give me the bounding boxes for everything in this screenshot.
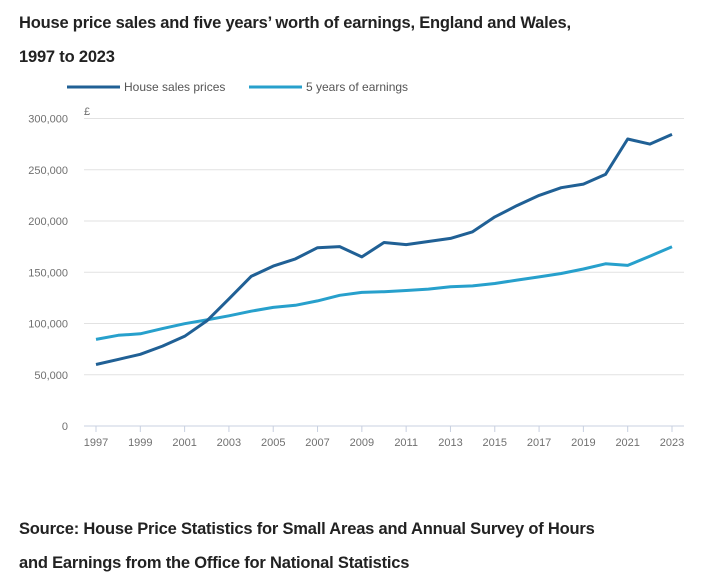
series-line-house-sales-prices: [95, 133, 673, 366]
chart-title-line-1: House price sales and five years’ worth …: [19, 14, 571, 32]
y-tick-label: 0: [62, 421, 68, 433]
x-tick-label: 2021: [615, 437, 639, 449]
y-tick-label: 250,000: [28, 165, 68, 177]
x-axis: 1997 1999 2001 2003 2005 2007 2009 2011 2013 2015…: [84, 425, 684, 449]
x-tick-label: 2011: [394, 437, 418, 449]
x-tick-label: 2019: [571, 437, 595, 449]
x-tick-label: 2013: [438, 437, 462, 449]
y-tick-label: 50,000: [34, 370, 68, 382]
series-lines: [95, 133, 673, 366]
source-line-1: Source: House Price Statistics for Small…: [19, 520, 595, 538]
x-tick-label: 2001: [172, 437, 196, 449]
x-tick-label: 2003: [217, 437, 241, 449]
x-tick-label: 2007: [305, 437, 329, 449]
gridlines: [84, 118, 684, 376]
x-tick-label: 1999: [128, 437, 152, 449]
y-tick-label: 200,000: [28, 216, 68, 228]
x-tick-label: 2023: [660, 437, 684, 449]
y-axis-unit-label: £: [84, 106, 90, 118]
source-note: Source: House Price Statistics for Small…: [19, 512, 699, 580]
chart-title-line-2: 1997 to 2023: [19, 48, 115, 66]
x-tick-label: 2005: [261, 437, 285, 449]
x-tick-label: 2009: [350, 437, 374, 449]
legend: House sales prices 5 years of earnings: [67, 80, 408, 94]
legend-label-5-years-of-earnings: 5 years of earnings: [306, 80, 408, 94]
y-tick-label: 150,000: [28, 267, 68, 279]
y-axis: 0 50,000 100,000 150,000 200,000 250,000 300,0…: [28, 114, 68, 434]
x-tick-label: 2015: [483, 437, 507, 449]
y-tick-label: 100,000: [28, 319, 68, 331]
series-line-5-years-of-earnings: [95, 245, 673, 341]
legend-label-house-sales-prices: House sales prices: [124, 80, 225, 94]
chart-title: House price sales and five years’ worth …: [19, 6, 699, 74]
x-tick-label: 1997: [84, 437, 108, 449]
source-line-2: and Earnings from the Office for Nationa…: [19, 554, 410, 572]
y-tick-label: 300,000: [28, 114, 68, 126]
x-tick-label: 2017: [527, 437, 551, 449]
